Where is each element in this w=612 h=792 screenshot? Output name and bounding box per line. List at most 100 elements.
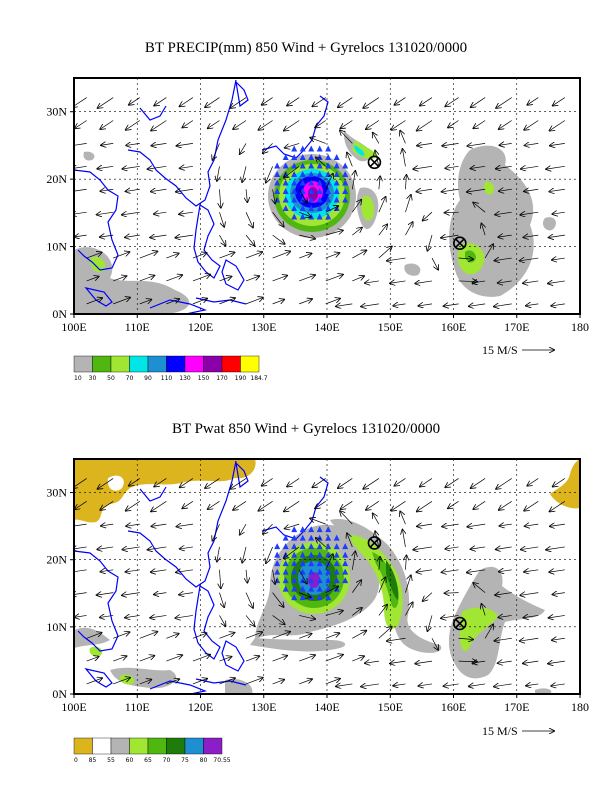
wind-vector	[315, 120, 326, 127]
coastline	[74, 169, 119, 271]
wind-vector	[469, 304, 486, 306]
triangle-marker	[316, 188, 323, 195]
wind-vector	[151, 570, 167, 572]
coastline	[235, 461, 249, 489]
wind-vector	[402, 149, 405, 167]
triangle-marker	[342, 196, 349, 203]
wind-vector	[338, 97, 353, 108]
wind-vector	[86, 298, 102, 305]
triangle-marker	[316, 585, 323, 592]
wind-vector	[101, 524, 114, 526]
wind-vector	[498, 281, 512, 283]
triangle-marker	[274, 188, 281, 195]
wind-vector	[400, 511, 406, 525]
triangle-marker	[308, 526, 315, 533]
wind-vector	[219, 678, 234, 685]
triangle-marker	[342, 188, 349, 195]
wind-vector	[212, 143, 220, 159]
wind-vector	[182, 120, 194, 127]
wind-vector	[484, 625, 493, 639]
wind-vector	[347, 153, 353, 167]
wind-vector	[192, 275, 210, 282]
coastline	[221, 259, 245, 291]
wind-vector	[375, 531, 379, 548]
pwat-wind-vectors	[74, 478, 566, 686]
wind-vector	[299, 299, 312, 305]
triangle-marker	[308, 171, 315, 178]
wind-vector	[352, 656, 364, 662]
wind-vector	[245, 276, 259, 282]
wind-vector	[245, 212, 253, 227]
wind-vector	[341, 120, 353, 128]
wind-vector	[546, 166, 565, 169]
wind-vector	[75, 120, 87, 128]
longitude-tick-label: 110E	[125, 320, 150, 334]
pwat-colorbar: 0 85 55 60 65 70 75 80 70.55	[73, 737, 231, 764]
wind-vector	[336, 304, 353, 306]
wind-vector	[553, 478, 566, 486]
triangle-marker	[333, 179, 340, 186]
wind-vector	[126, 501, 140, 510]
wind-vector	[74, 524, 87, 527]
triangle-marker	[333, 577, 340, 584]
triangle-marker	[291, 188, 298, 195]
triangle-marker	[291, 585, 298, 592]
longitude-tick-label: 100E	[61, 700, 86, 714]
wind-vector	[471, 547, 486, 549]
wind-vector	[86, 657, 99, 662]
wind-vector	[420, 478, 433, 486]
colorbar-label: 70	[126, 375, 134, 382]
wind-vector	[166, 679, 179, 685]
wind-vector	[378, 605, 387, 616]
wind-vector	[498, 235, 512, 237]
triangle-marker	[342, 179, 349, 186]
wind-vector	[219, 592, 224, 608]
triangle-marker	[325, 560, 332, 567]
wind-vector	[467, 570, 486, 573]
triangle-marker	[291, 154, 298, 161]
wind-vector	[151, 524, 167, 526]
precip-axis-labels: 100E 110E 120E 130E 140E 150E 160E 170E 180 0N 10N…	[46, 105, 589, 334]
triangle-marker	[299, 551, 306, 558]
triangle-marker	[291, 196, 298, 203]
wind-vector	[139, 656, 155, 662]
wind-vector	[467, 189, 486, 192]
pwat-gridlines	[74, 459, 580, 694]
wind-vector	[441, 235, 459, 238]
wind-vector	[313, 478, 326, 487]
wind-vector	[310, 138, 326, 144]
wind-vector	[219, 252, 234, 259]
wind-vector	[240, 143, 247, 154]
wind-vector	[325, 253, 340, 259]
wind-vector	[496, 478, 512, 488]
colorbar-label: 30	[89, 375, 97, 382]
wind-vector	[378, 246, 392, 259]
coastline	[139, 105, 167, 121]
wind-vector	[548, 281, 565, 284]
wind-vector	[262, 478, 273, 485]
wind-vector	[363, 97, 380, 108]
colorbar-swatch	[166, 355, 186, 373]
wind-vector	[352, 228, 362, 236]
wind-vector	[100, 501, 114, 510]
wind-vector	[151, 120, 167, 130]
wind-vector	[263, 523, 273, 534]
triangle-marker	[308, 154, 315, 161]
wind-vector	[550, 501, 566, 511]
wind-vector	[151, 143, 167, 145]
wind-vector	[177, 143, 193, 145]
wind-vector	[86, 678, 102, 685]
colorbar-label: 55	[107, 757, 115, 764]
wind-vector	[192, 655, 210, 662]
wind-vector	[417, 120, 433, 130]
colorbar-swatch	[184, 355, 204, 373]
wind-vector	[122, 593, 140, 596]
wind-vector	[527, 97, 539, 105]
wind-vector	[352, 171, 355, 190]
wind-vector	[521, 547, 539, 550]
wind-vector	[150, 235, 167, 237]
wind-vector	[467, 143, 486, 146]
wind-vector	[550, 524, 565, 526]
colorbar-swatch	[221, 355, 241, 373]
triangle-marker	[308, 577, 315, 584]
